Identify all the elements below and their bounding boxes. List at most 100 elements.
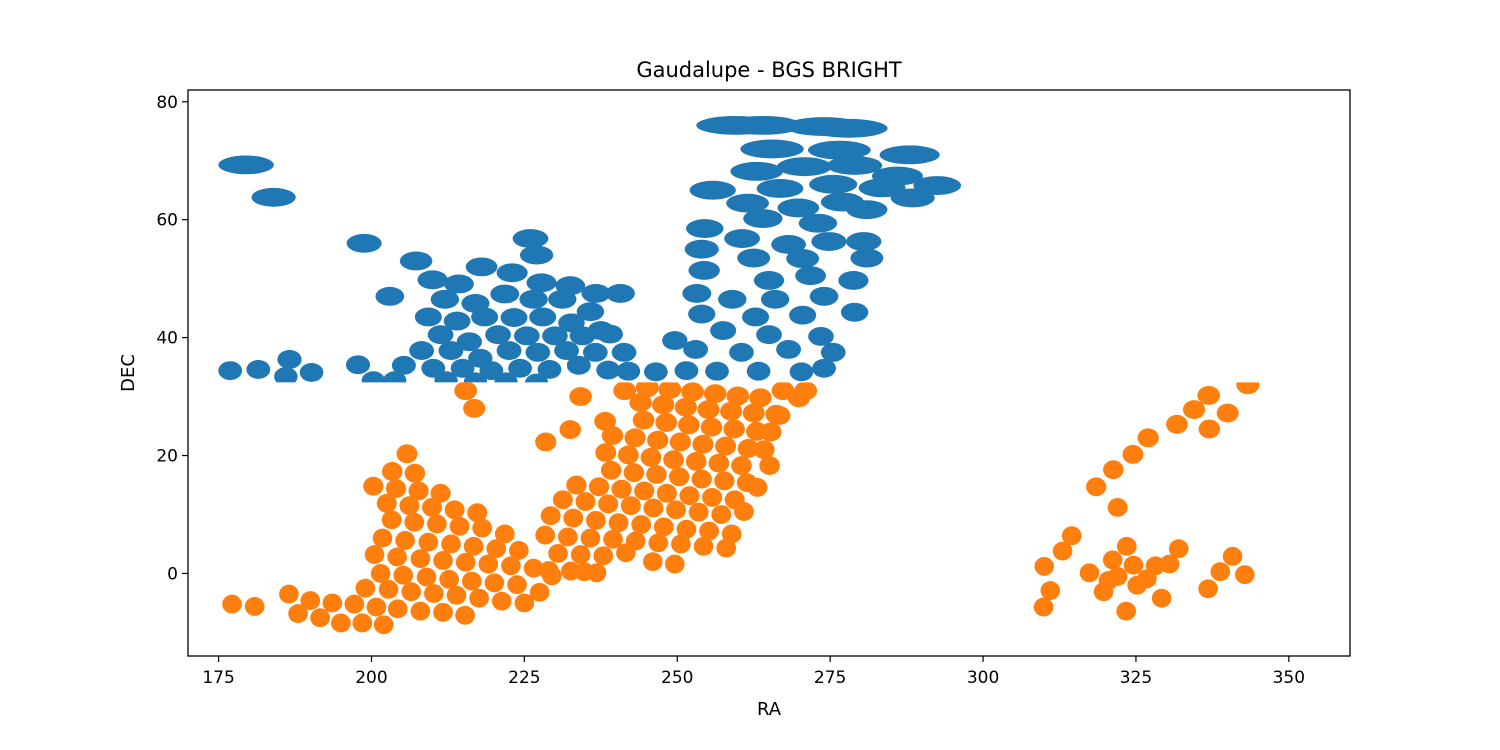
tile-point xyxy=(1086,477,1107,497)
tile-point xyxy=(663,450,684,470)
tile-point xyxy=(366,597,387,617)
tile-point xyxy=(692,434,714,454)
tile-point xyxy=(580,528,601,548)
tile-point xyxy=(624,428,646,448)
tile-point xyxy=(559,420,581,440)
tile-point xyxy=(310,608,330,628)
tile-point xyxy=(724,229,760,249)
x-tick-label: 300 xyxy=(967,668,999,688)
tile-point xyxy=(753,440,775,460)
tile-point xyxy=(1079,563,1100,583)
tile-point xyxy=(569,326,596,346)
tile-point xyxy=(443,311,471,331)
tile-point xyxy=(827,156,883,175)
tile-point xyxy=(726,386,750,406)
tile-point xyxy=(455,605,475,625)
tile-point xyxy=(711,505,732,524)
y-tick-label: 80 xyxy=(156,93,178,113)
tile-point xyxy=(391,355,416,375)
tile-point xyxy=(1122,444,1144,464)
tile-point xyxy=(376,493,397,513)
tile-point xyxy=(771,382,795,401)
tile-point xyxy=(274,367,298,383)
x-tick-label: 175 xyxy=(202,668,234,688)
tile-point xyxy=(611,342,637,362)
tile-point xyxy=(529,307,557,327)
tile-point xyxy=(838,271,869,290)
tile-point xyxy=(581,283,611,303)
tile-point xyxy=(689,180,736,200)
tile-point xyxy=(753,271,785,290)
tile-point xyxy=(563,508,584,528)
tile-point xyxy=(300,591,321,611)
tile-point xyxy=(890,188,935,208)
x-tick-label: 275 xyxy=(814,668,846,688)
tile-point xyxy=(686,219,724,238)
tile-point xyxy=(613,382,637,401)
tile-point xyxy=(361,371,385,383)
tile-point xyxy=(540,506,561,526)
tile-point xyxy=(746,421,768,441)
tile-point xyxy=(691,469,712,489)
tile-point xyxy=(620,496,641,516)
tile-point xyxy=(519,245,554,265)
tile-point xyxy=(277,350,302,369)
tile-point xyxy=(346,233,382,253)
tile-point xyxy=(433,551,453,570)
x-tick-label: 350 xyxy=(1273,668,1305,688)
data-layer xyxy=(218,115,1260,635)
tile-point xyxy=(716,538,737,558)
tile-point xyxy=(721,524,742,544)
tile-point xyxy=(251,187,296,207)
tile-point xyxy=(463,398,486,418)
tile-point xyxy=(382,462,403,481)
tile-point xyxy=(395,531,415,550)
tile-point xyxy=(513,326,540,346)
tile-point xyxy=(688,502,709,522)
tile-point xyxy=(632,410,655,430)
tile-point xyxy=(288,604,308,623)
tile-point xyxy=(682,283,712,303)
tile-point xyxy=(809,174,858,194)
tile-point xyxy=(674,361,699,381)
tile-point xyxy=(616,361,641,381)
tile-point xyxy=(879,145,940,165)
tile-point xyxy=(1236,382,1260,395)
tile-point xyxy=(496,341,522,361)
tile-point xyxy=(731,456,752,475)
y-tick-label: 0 xyxy=(167,564,178,584)
tile-point xyxy=(623,463,645,483)
tile-point xyxy=(794,382,818,401)
tile-point xyxy=(820,192,864,212)
tile-point xyxy=(648,533,669,553)
tile-point xyxy=(519,289,548,309)
tile-point xyxy=(1222,546,1243,566)
tile-point xyxy=(576,302,605,322)
tile-point xyxy=(714,471,735,491)
tile-point xyxy=(433,602,453,622)
tile-point xyxy=(786,249,820,269)
tile-point xyxy=(760,289,790,309)
tile-point xyxy=(535,432,557,452)
y-axis: 0 20 40 60 80 xyxy=(156,93,188,584)
tile-point xyxy=(387,599,408,619)
tile-point xyxy=(566,475,587,495)
tile-point xyxy=(708,453,730,473)
tile-point xyxy=(625,531,646,551)
tile-point xyxy=(331,613,351,633)
tile-point xyxy=(699,521,719,541)
tile-point xyxy=(409,341,435,361)
tile-point xyxy=(846,232,882,251)
tile-point xyxy=(525,342,551,362)
tile-point xyxy=(655,413,678,432)
tile-point xyxy=(456,332,482,352)
y-axis-label: DEC xyxy=(118,354,139,392)
tile-point xyxy=(529,582,550,602)
tile-point xyxy=(1182,400,1206,419)
tile-point xyxy=(509,541,529,560)
tile-point xyxy=(570,545,591,565)
tile-point xyxy=(552,490,573,510)
tile-point xyxy=(594,411,616,431)
tile-point xyxy=(427,514,447,534)
